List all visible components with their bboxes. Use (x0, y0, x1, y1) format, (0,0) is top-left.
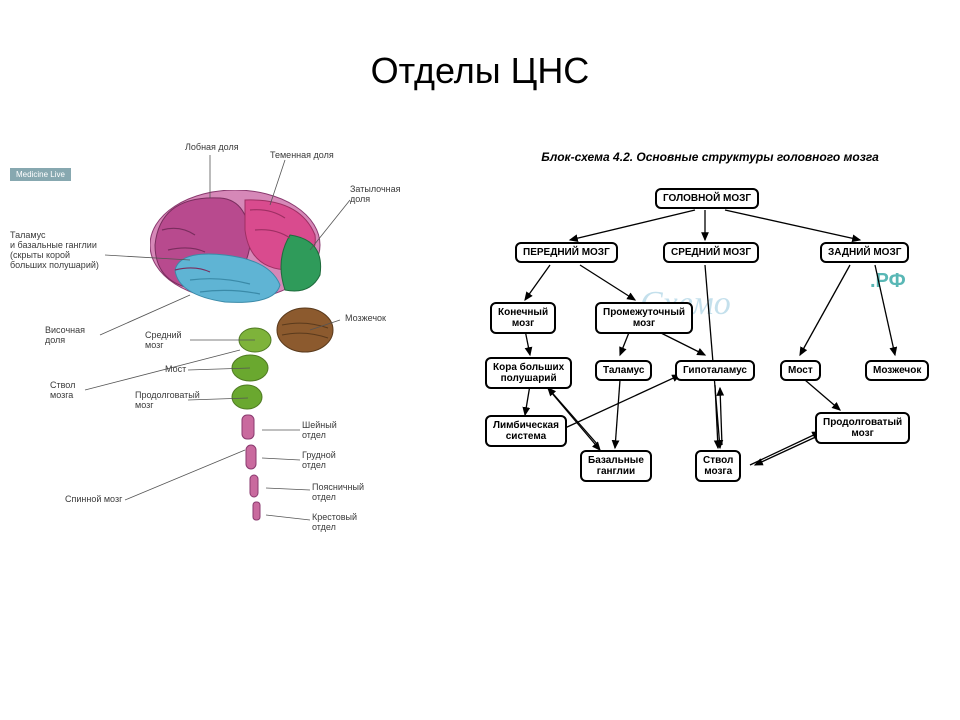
node-limbic: Лимбическая система (485, 415, 567, 447)
source-badge: Medicine Live (10, 168, 71, 181)
label-occipital: Затылочная доля (350, 184, 401, 204)
label-lumbar: Поясничный отдел (312, 482, 364, 502)
node-hindbrain: ЗАДНИЙ МОЗГ (820, 242, 909, 263)
node-telencephalon: Конечный мозг (490, 302, 556, 334)
node-thalamus: Таламус (595, 360, 652, 381)
label-pons: Мост (165, 364, 186, 374)
node-diencephalon: Промежуточный мозг (595, 302, 693, 334)
label-cerebellum: Мозжечок (345, 313, 386, 323)
label-spinal: Спинной мозг (65, 494, 122, 504)
label-cervical: Шейный отдел (302, 420, 337, 440)
node-medulla: Продолговатый мозг (815, 412, 910, 444)
node-root: ГОЛОВНОЙ МОЗГ (655, 188, 759, 209)
node-hypothalamus: Гипоталамус (675, 360, 755, 381)
flowchart-figure: Блок-схема 4.2. Основные структуры голов… (470, 150, 950, 550)
label-thoracic: Грудной отдел (302, 450, 336, 470)
node-cortex: Кора больших полушарий (485, 357, 572, 389)
label-temporal: Височная доля (45, 325, 85, 345)
flowchart-caption: Блок-схема 4.2. Основные структуры голов… (470, 150, 950, 164)
node-basal: Базальные ганглии (580, 450, 652, 482)
label-frontal: Лобная доля (185, 142, 239, 152)
node-forebrain: ПЕРЕДНИЙ МОЗГ (515, 242, 618, 263)
page-title: Отделы ЦНС (0, 50, 960, 92)
node-pons: Мост (780, 360, 821, 381)
label-sacral: Крестовый отдел (312, 512, 357, 532)
label-medulla: Продолговатый мозг (135, 390, 200, 410)
anatomy-figure: Medicine Live (10, 140, 450, 640)
label-midbrain: Средний мозг (145, 330, 182, 350)
label-parietal: Теменная доля (270, 150, 334, 160)
label-brainstem: Ствол мозга (50, 380, 75, 400)
node-midbrain: СРЕДНИЙ МОЗГ (663, 242, 759, 263)
label-thalamus: Таламус и базальные ганглии (скрыты коро… (10, 230, 99, 270)
node-brainstem: Ствол мозга (695, 450, 741, 482)
watermark-suffix: .РФ (870, 270, 906, 293)
node-cerebellum: Мозжечок (865, 360, 929, 381)
